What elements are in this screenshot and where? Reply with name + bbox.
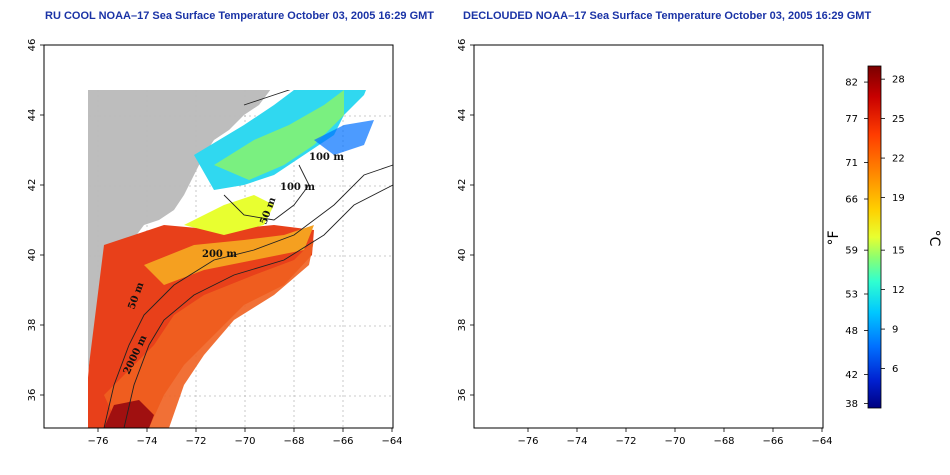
fahrenheit-tick-label: 71 [845,158,858,169]
lat-tick-label: 46 [27,39,38,52]
celsius-tick-label: 28 [892,75,905,86]
fahrenheit-tick-label: 59 [845,246,858,257]
lat-tick-label: 36 [457,389,468,402]
celsius-tick-label: 6 [892,364,898,375]
fahrenheit-tick-label: 38 [845,399,858,410]
lat-tick-label: 38 [27,319,38,332]
colorbar [867,65,882,409]
fahrenheit-tick-label: 48 [845,326,858,337]
fahrenheit-tick-label: 53 [845,290,858,301]
lon-tick-label: −66 [762,436,783,447]
lat-tick-label: 40 [457,249,468,262]
lat-tick-label: 44 [457,109,468,122]
fahrenheit-tick-label: 77 [845,114,858,125]
contour-label: 100 m [280,182,315,193]
contour-label: 200 m [632,249,667,260]
right-map-frame [473,44,824,429]
right-map-title: DECLOUDED NOAA–17 Sea Surface Temperatur… [463,10,872,22]
lon-tick-label: −72 [615,436,636,447]
lat-tick-label: 36 [27,389,38,402]
colorbar-ticks: 82 77 71 66 59 53 48 42 38 28 25 22 19 15 12 9 6 [845,75,904,410]
contour-label: 100 m [739,152,774,163]
lon-tick-label: −66 [332,436,353,447]
contour-label: 2000 m [552,333,580,376]
contour-label: 100 m [710,182,745,193]
lat-tick-label: 38 [457,319,468,332]
celsius-tick-label: 9 [892,325,898,336]
celsius-tick-label: 15 [892,246,905,257]
lat-tick-label: 42 [27,179,38,192]
fahrenheit-tick-label: 82 [845,78,858,89]
fahrenheit-tick-label: 42 [845,370,858,381]
contour-label: 200 m [202,249,237,260]
contour-label: 50 m [688,196,708,226]
lat-tick-label: 46 [457,39,468,52]
lon-tick-label: −74 [566,436,587,447]
fahrenheit-tick-label: 66 [845,195,858,206]
left-map: 100 m 100 m 50 m 200 m 50 m 2000 m [88,90,394,429]
contour-label: 100 m [309,152,344,163]
lon-tick-label: −76 [517,436,538,447]
left-map-axes: −76 −74 −72 −70 −68 −66 −64 46 44 42 40 38 36 [27,39,403,447]
lon-tick-label: −70 [234,436,255,447]
lat-tick-label: 42 [457,179,468,192]
right-map: 100 m 100 m 50 m 200 m 50 m 2000 m [474,45,823,428]
celsius-tick-label: 12 [892,285,905,296]
lat-tick-label: 44 [27,109,38,122]
lon-tick-label: −76 [87,436,108,447]
left-map-title: RU COOL NOAA–17 Sea Surface Temperature … [45,10,435,22]
lon-tick-label: −70 [664,436,685,447]
right-map-axes: −76 −74 −72 −70 −68 −66 −64 46 44 42 40 38 36 [457,39,833,447]
lon-tick-label: −72 [185,436,206,447]
celsius-tick-label: 22 [892,154,905,165]
celsius-tick-label: 19 [892,193,905,204]
lon-tick-label: −64 [811,436,832,447]
fahrenheit-unit-label: °F [826,230,842,245]
left-map-frame [43,44,394,429]
lat-tick-label: 40 [27,249,38,262]
lon-tick-label: −68 [713,436,734,447]
lon-tick-label: −68 [283,436,304,447]
lon-tick-label: −74 [136,436,157,447]
celsius-tick-label: 25 [892,114,905,125]
lon-tick-label: −64 [381,436,402,447]
celsius-unit-label: °C [926,230,942,247]
contour-label: 50 m [556,281,576,311]
